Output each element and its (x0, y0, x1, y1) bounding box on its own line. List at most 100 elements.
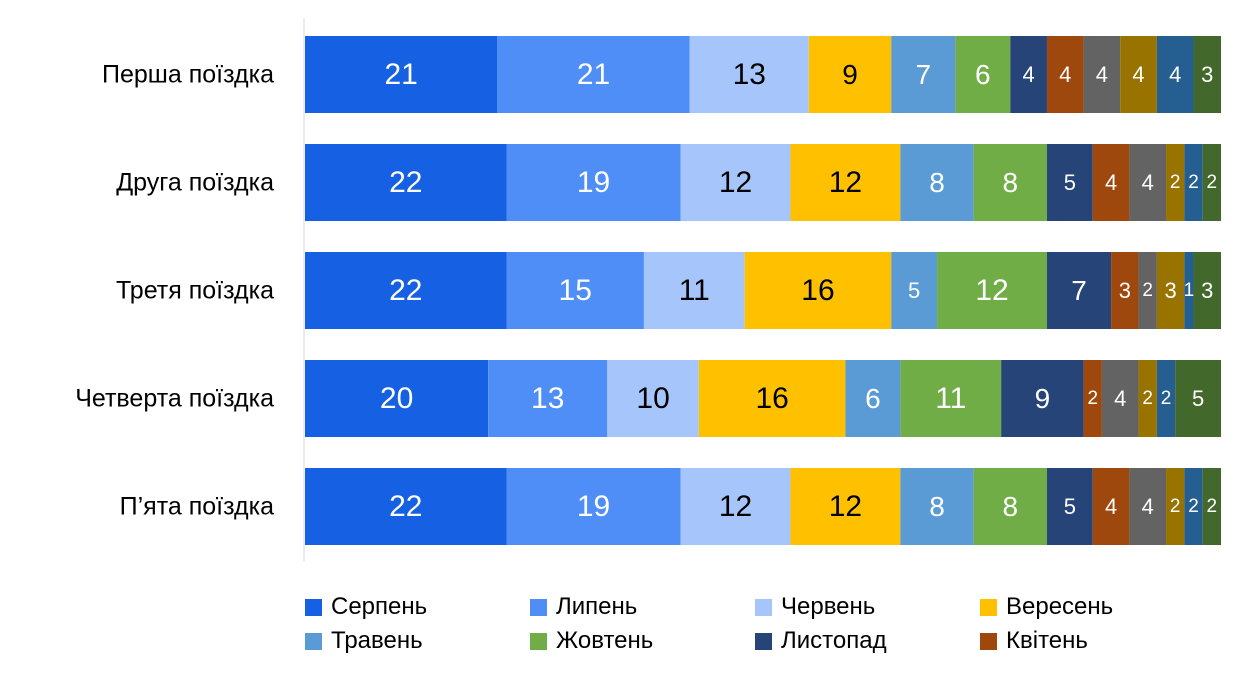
bar-value-label: 5 (1192, 386, 1204, 411)
bar-value-label: 11 (935, 382, 966, 415)
bar-segment (1193, 252, 1221, 329)
bar-value-label: 2 (1188, 496, 1199, 517)
bar-value-label: 11 (679, 274, 710, 307)
legend-label: Липень (556, 593, 638, 620)
bar-segment (1166, 468, 1185, 545)
bar-value-label: 4 (1142, 494, 1154, 519)
bar-value-label: 22 (389, 274, 422, 307)
legend-item: Листопад (755, 627, 980, 655)
bar-segment (1111, 252, 1139, 329)
bar-value-label: 3 (1164, 278, 1176, 303)
bar-segment (891, 252, 938, 329)
bar-segment (305, 468, 507, 545)
stacked-bar-chart: Перша поїздка Друга поїздка Третя поїздка Ч… (75, 18, 1221, 562)
bar-segment (1156, 36, 1194, 113)
bar-segment (1092, 144, 1130, 221)
legend-swatch (980, 598, 997, 616)
legend-label: Червень (781, 593, 876, 620)
bar-value-label: 4 (1096, 62, 1108, 87)
legend-label: Квітень (1006, 627, 1088, 654)
legend-item: Вересень (980, 593, 1205, 621)
bar-segment (1046, 468, 1093, 545)
bar-value-label: 3 (1201, 62, 1213, 87)
bar-value-label: 22 (389, 166, 422, 199)
bar-value-label: 4 (1132, 62, 1144, 87)
legend-swatch (530, 632, 547, 650)
bar-segment (1156, 360, 1176, 437)
bar-value-label: 7 (1071, 275, 1087, 306)
bar-segment (900, 360, 1002, 437)
legend-item: Червень (755, 593, 980, 621)
category-tick-label: П’ята поїздка (120, 493, 274, 521)
bar-value-label: 5 (1064, 494, 1076, 519)
bar-segment (790, 144, 901, 221)
legend-label: Листопад (781, 627, 887, 654)
bar-segment (1083, 36, 1121, 113)
legend-label: Серпень (331, 593, 428, 620)
bar-value-label: 4 (1023, 62, 1035, 87)
bar-value-label: 5 (1064, 170, 1076, 195)
bar-value-label: 13 (733, 58, 766, 91)
bar-value-label: 2 (1087, 388, 1098, 409)
bar-segment (1129, 468, 1167, 545)
bar-value-label: 2 (1188, 172, 1199, 193)
bar-segment (305, 360, 489, 437)
bar-value-label: 10 (636, 382, 669, 415)
bar-segment (1138, 252, 1157, 329)
bar-segment (1184, 468, 1203, 545)
bar-value-label: 21 (384, 58, 417, 91)
bar-segment (1092, 468, 1130, 545)
bar-segment (607, 360, 699, 437)
legend-swatch (305, 632, 322, 650)
bar-value-label: 6 (975, 59, 991, 90)
bar-value-label: 12 (719, 166, 752, 199)
bar-value-label: 2 (1142, 280, 1153, 301)
bar-value-label: 12 (719, 490, 752, 523)
bar-segment (305, 36, 498, 113)
bar-value-label: 9 (1035, 383, 1051, 414)
bar-segment (680, 468, 791, 545)
legend-item: Жовтень (530, 627, 755, 655)
bar-value-label: 6 (865, 383, 881, 414)
bar-segment (937, 252, 1047, 329)
category-tick-label: Друга поїздка (116, 169, 274, 197)
bar-value-label: 3 (1119, 278, 1131, 303)
legend-label: Травень (331, 627, 423, 654)
legend-swatch (755, 632, 772, 650)
bar-value-label: 4 (1142, 170, 1154, 195)
legend-item: Квітень (980, 627, 1205, 655)
bar-value-label: 1 (1184, 280, 1195, 301)
bar-segment (497, 36, 690, 113)
legend-swatch (305, 598, 322, 616)
bar-value-label: 4 (1105, 494, 1117, 519)
bar-segment (506, 468, 681, 545)
bar-value-label: 21 (577, 58, 610, 91)
bar-segment (488, 360, 608, 437)
bar-value-label: 20 (380, 382, 413, 415)
legend-swatch (755, 598, 772, 616)
bar-value-label: 4 (1059, 62, 1071, 87)
bar-segment (973, 144, 1047, 221)
bar-segment (1202, 468, 1221, 545)
bar-segment (900, 144, 974, 221)
bar-segment (689, 36, 809, 113)
bar-segment (506, 252, 644, 329)
bar-value-label: 13 (531, 382, 564, 415)
bar-value-label: 9 (842, 59, 858, 90)
bar-value-label: 12 (975, 274, 1008, 307)
legend-row: Серпень Липень Червень Вересень (305, 590, 1205, 624)
bar-segment (506, 144, 681, 221)
bar-value-label: 4 (1169, 62, 1181, 87)
bar-value-label: 12 (829, 490, 862, 523)
bar-segment (1175, 360, 1221, 437)
legend-item: Серпень (305, 593, 530, 621)
bar-segment (1083, 360, 1102, 437)
bar-segment (1138, 360, 1157, 437)
bar-segment (305, 144, 507, 221)
bar-segment (1193, 36, 1221, 113)
bar-segment (1046, 252, 1112, 329)
bar-value-label: 8 (1003, 491, 1019, 522)
bar-value-label: 4 (1105, 170, 1117, 195)
bar-value-label: 4 (1114, 386, 1126, 411)
legend-swatch (530, 598, 547, 616)
